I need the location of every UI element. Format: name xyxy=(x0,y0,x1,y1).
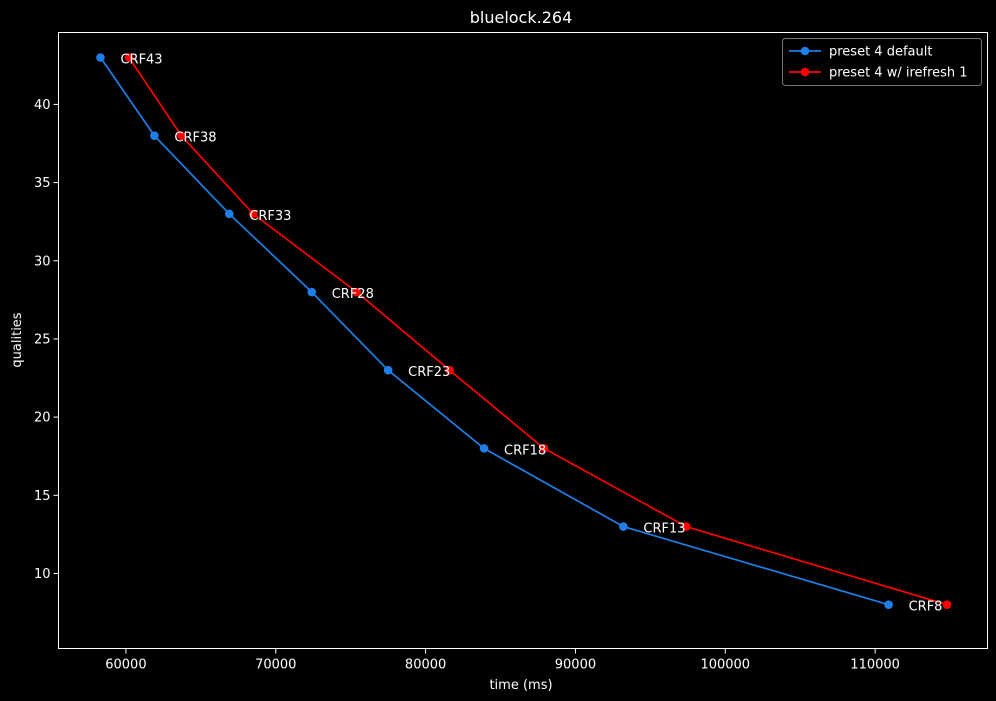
data-point xyxy=(96,53,105,62)
y-tick-label: 30 xyxy=(34,254,51,269)
legend-entry: preset 4 w/ irefresh 1 xyxy=(789,66,968,81)
x-tick-label: 90000 xyxy=(555,658,596,673)
data-point xyxy=(682,522,691,531)
crf-label: CRF38 xyxy=(174,131,216,146)
legend-entry: preset 4 default xyxy=(789,45,932,60)
legend-marker xyxy=(800,67,810,77)
plot-area xyxy=(58,32,988,649)
series-1 xyxy=(96,53,893,610)
x-tick-label: 100000 xyxy=(700,658,750,673)
y-tick-label: 15 xyxy=(34,489,51,504)
x-axis-label: time (ms) xyxy=(489,678,552,693)
crf-label: CRF23 xyxy=(408,365,450,380)
legend-label: preset 4 w/ irefresh 1 xyxy=(829,66,968,81)
x-tick-label: 60000 xyxy=(105,658,146,673)
data-point xyxy=(383,365,393,375)
legend-label: preset 4 default xyxy=(829,45,932,60)
data-point xyxy=(150,131,159,140)
point-labels: CRF43 CRF38 CRF33 CRF28 CRF23 CRF18 CRF13 CRF8 xyxy=(120,53,942,615)
x-axis: 60000 70000 80000 90000 100000 110000 xyxy=(105,648,900,673)
data-point xyxy=(445,365,454,375)
data-point xyxy=(942,600,952,610)
data-point xyxy=(307,287,317,297)
y-tick-label: 35 xyxy=(34,176,51,191)
crf-label: CRF43 xyxy=(120,53,162,68)
data-point xyxy=(479,444,489,453)
crf-label: CRF33 xyxy=(249,209,291,224)
y-tick-label: 10 xyxy=(34,567,51,582)
x-tick-label: 80000 xyxy=(405,658,446,673)
y-tick-label: 40 xyxy=(34,98,51,113)
series-line xyxy=(128,57,948,606)
y-axis: 10 15 20 25 30 35 40 xyxy=(34,98,59,582)
data-point xyxy=(619,522,628,531)
data-point xyxy=(248,209,258,219)
data-point xyxy=(539,444,549,453)
data-point xyxy=(884,600,893,610)
series-layer xyxy=(96,53,952,610)
crf-label: CRF28 xyxy=(332,287,374,302)
x-tick-label: 110000 xyxy=(850,658,900,673)
y-tick-label: 25 xyxy=(34,332,51,347)
chart-title: bluelock.264 xyxy=(470,8,573,27)
series-2 xyxy=(124,53,952,610)
crf-label: CRF8 xyxy=(909,600,943,615)
data-point xyxy=(177,131,186,140)
crf-label: CRF13 xyxy=(643,522,685,537)
legend-box xyxy=(782,38,982,86)
x-tick-label: 70000 xyxy=(255,658,296,673)
data-point xyxy=(352,287,361,297)
crf-label: CRF18 xyxy=(504,443,546,458)
data-point xyxy=(225,209,234,219)
data-point xyxy=(124,53,134,62)
series-line xyxy=(99,57,889,606)
y-axis-label: qualities xyxy=(10,312,25,367)
y-tick-label: 20 xyxy=(34,411,51,426)
legend-marker xyxy=(800,46,810,56)
legend: preset 4 default preset 4 w/ irefresh 1 xyxy=(782,38,982,86)
